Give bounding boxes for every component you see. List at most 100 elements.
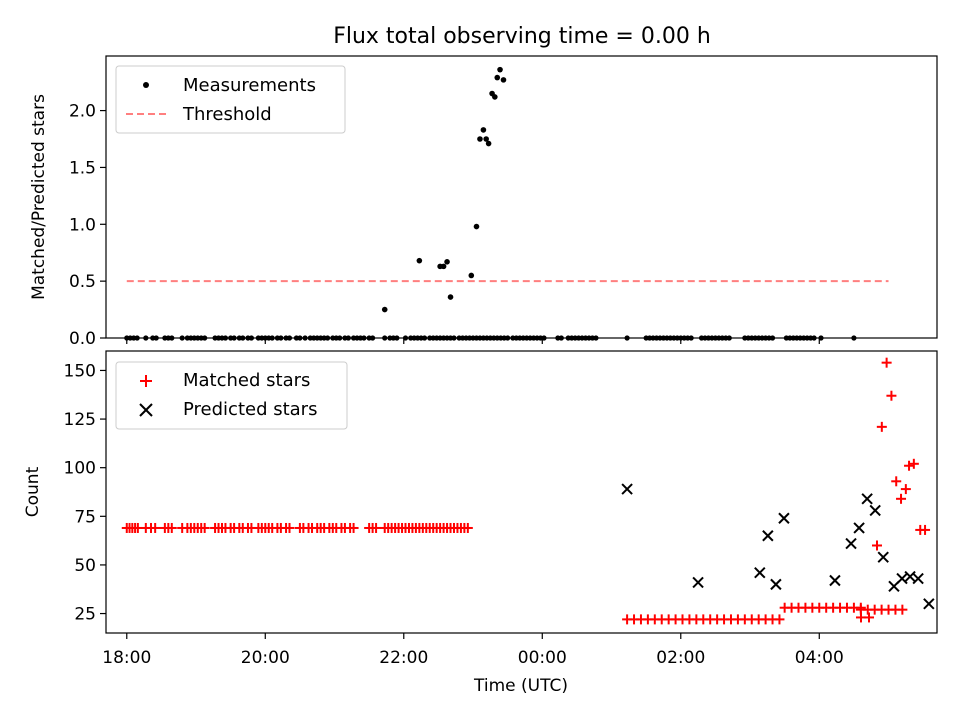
measurement-point xyxy=(134,335,140,341)
top-ylabel: Matched/Predicted stars xyxy=(29,94,49,300)
measurement-point xyxy=(143,335,149,341)
bottom-ytick-label: 75 xyxy=(74,507,96,527)
measurement-point xyxy=(811,335,817,341)
measurement-point xyxy=(278,335,284,341)
bottom-plot-frame xyxy=(105,350,938,634)
legend-matched-marker xyxy=(140,375,152,387)
measurement-point xyxy=(269,335,275,341)
measurement-point xyxy=(558,335,564,341)
measurement-point xyxy=(222,335,229,341)
measurement-point xyxy=(402,335,409,341)
top-ytick-label: 1.5 xyxy=(69,158,96,178)
predicted-star-point xyxy=(778,512,790,524)
top-ytick-label: 1.0 xyxy=(69,215,96,235)
measurement-point xyxy=(297,335,303,341)
predicted-star-point xyxy=(869,504,881,517)
bottom-ytick-label: 50 xyxy=(74,556,96,576)
measurement-point xyxy=(169,335,175,341)
bottom-xtick-label: 02:00 xyxy=(656,648,705,668)
predicted-star-point xyxy=(770,578,782,591)
bottom-legend-box xyxy=(115,361,348,430)
measurement-point xyxy=(179,335,185,341)
chart-title: Flux total observing time = 0.00 h xyxy=(333,24,711,49)
measurement-point xyxy=(593,335,599,341)
predicted-star-point xyxy=(923,598,935,610)
measurement-point xyxy=(497,66,503,73)
chart-marks: 0.0 0.5 1.0 1.5 2.0 25 50 75 100 125 150 18:00 20:00… xyxy=(64,66,935,668)
measurement-point xyxy=(492,94,498,100)
bottom-xtick-label: 00:00 xyxy=(518,648,567,668)
measurement-point xyxy=(381,306,388,313)
measurement-point xyxy=(345,335,351,341)
measurement-point xyxy=(286,335,293,341)
predicted-star-point xyxy=(853,522,865,534)
top-ytick-label: 2.0 xyxy=(69,102,96,122)
measurement-point xyxy=(248,335,255,341)
bottom-panel xyxy=(105,350,938,634)
bottom-ytick-label: 125 xyxy=(64,410,96,430)
measurement-point xyxy=(624,335,630,341)
predicted-star-point xyxy=(896,572,908,585)
measurement-point xyxy=(302,335,308,341)
legend-predicted-marker xyxy=(139,403,153,417)
top-ytick-label: 0.5 xyxy=(69,272,96,292)
bottom-xtick-label: 04:00 xyxy=(795,648,844,668)
measurement-point xyxy=(451,335,457,341)
measurement-point xyxy=(500,77,507,83)
measurement-point xyxy=(394,335,400,341)
bottom-xtick-label: 20:00 xyxy=(241,648,290,668)
measurement-point xyxy=(382,335,388,341)
measurement-point xyxy=(444,259,450,265)
predicted-star-point xyxy=(621,483,633,495)
measurement-point xyxy=(325,335,331,341)
measurement-point xyxy=(505,335,511,341)
measurement-point xyxy=(485,140,492,147)
bottom-ytick-label: 100 xyxy=(64,459,96,479)
measurement-point xyxy=(480,127,487,133)
measurement-point xyxy=(541,335,547,341)
predicted-star-point xyxy=(845,537,857,550)
bottom-ytick-label: 25 xyxy=(74,605,96,625)
predicted-star-point xyxy=(762,530,774,542)
measurement-point xyxy=(202,335,208,341)
predicted-star-point xyxy=(692,576,704,589)
predicted-star-point xyxy=(877,551,889,563)
bottom-ytick-label: 150 xyxy=(64,361,96,381)
legend-matched-label: Matched stars xyxy=(183,370,310,391)
predicted-star-point xyxy=(754,567,766,579)
measurement-point xyxy=(468,272,475,279)
measurement-point xyxy=(337,335,343,341)
measurement-point xyxy=(361,335,367,341)
legend-threshold-label: Threshold xyxy=(182,104,272,125)
bottom-xlabel: Time (UTC) xyxy=(473,676,568,696)
measurement-point xyxy=(769,335,776,341)
measurement-point xyxy=(370,335,376,341)
top-ytick-label: 0.0 xyxy=(69,329,96,349)
predicted-star-point xyxy=(912,572,924,585)
measurement-point xyxy=(231,335,237,341)
measurement-point xyxy=(483,136,489,142)
predicted-star-point xyxy=(829,574,841,587)
bottom-xtick-label: 18:00 xyxy=(102,648,151,668)
measurement-point xyxy=(851,335,857,341)
legend-measurements-marker xyxy=(143,82,149,88)
bottom-legend: Matched stars Predicted stars xyxy=(115,361,348,430)
predicted-star-point xyxy=(861,493,873,505)
top-legend-box xyxy=(115,65,346,134)
legend-predicted-label: Predicted stars xyxy=(183,399,317,420)
measurement-point xyxy=(440,263,447,270)
measurement-point xyxy=(473,223,480,230)
measurement-point xyxy=(726,335,732,341)
measurement-point xyxy=(153,335,159,341)
measurement-point xyxy=(818,335,824,341)
measurement-point xyxy=(477,136,483,142)
bottom-xtick-label: 22:00 xyxy=(379,648,428,668)
measurement-point xyxy=(688,335,694,341)
measurement-point xyxy=(494,74,501,81)
bottom-ylabel: Count xyxy=(23,466,43,517)
measurement-point xyxy=(416,257,423,264)
measurement-point xyxy=(421,335,428,341)
measurement-point xyxy=(447,294,454,300)
measurement-point xyxy=(240,335,246,341)
